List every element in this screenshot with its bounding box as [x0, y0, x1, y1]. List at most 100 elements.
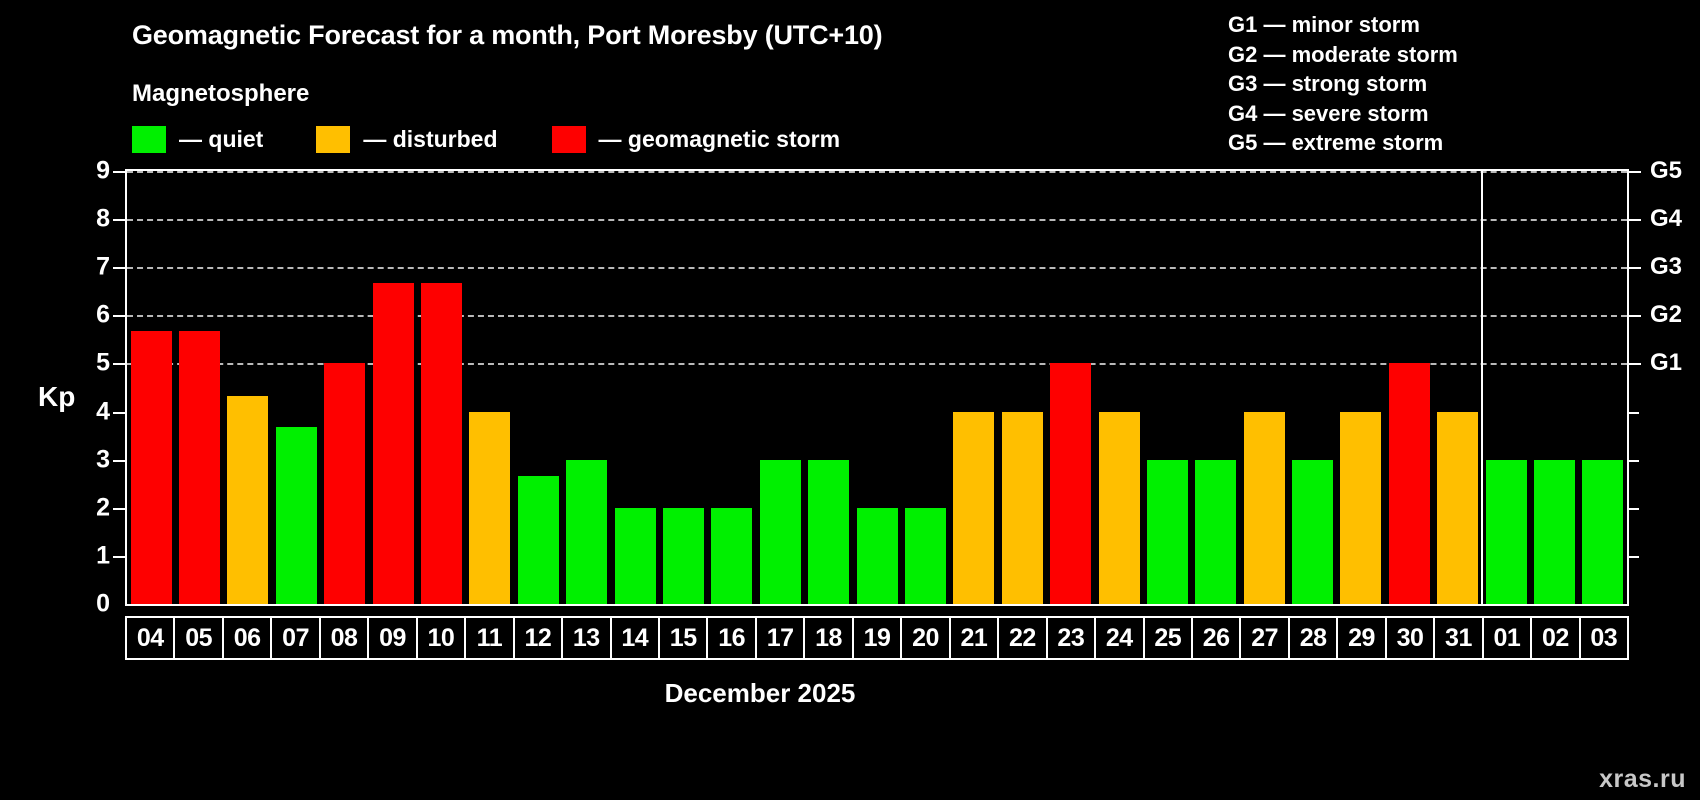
day-label-cell[interactable]: 22	[997, 616, 1048, 660]
day-label-cell[interactable]: 20	[900, 616, 951, 660]
bar-cell[interactable]	[756, 171, 804, 604]
bar-cell[interactable]	[1288, 171, 1336, 604]
bar-day-06[interactable]	[227, 395, 269, 604]
bar-cell[interactable]	[1434, 171, 1482, 604]
day-label-cell[interactable]: 14	[609, 616, 660, 660]
g-axis-minor-tick-4	[1629, 411, 1639, 414]
bar-day-24[interactable]	[1098, 411, 1140, 604]
day-label-cell[interactable]: 07	[270, 616, 321, 660]
bar-day-21[interactable]	[953, 411, 995, 604]
bar-cell[interactable]	[611, 171, 659, 604]
bar-day-05[interactable]	[179, 331, 221, 604]
bar-day-27[interactable]	[1243, 411, 1285, 604]
bar-cell[interactable]	[659, 171, 707, 604]
bar-cell[interactable]	[1143, 171, 1191, 604]
bar-cell[interactable]	[1579, 171, 1627, 604]
y-tick-mark-8	[113, 219, 125, 222]
bar-day-25[interactable]	[1146, 459, 1188, 604]
day-label-cell[interactable]: 02	[1530, 616, 1581, 660]
bar-day-26[interactable]	[1195, 459, 1237, 604]
bar-cell[interactable]	[514, 171, 562, 604]
day-label-cell[interactable]: 30	[1384, 616, 1436, 660]
bar-day-09[interactable]	[372, 283, 414, 604]
bar-day-30[interactable]	[1388, 363, 1430, 604]
bar-day-22[interactable]	[1001, 411, 1043, 604]
day-label-cell[interactable]: 29	[1336, 616, 1387, 660]
bar-cell[interactable]	[321, 171, 369, 604]
day-label-cell[interactable]: 11	[464, 616, 515, 660]
day-label-cell[interactable]: 08	[318, 616, 370, 660]
day-label-cell[interactable]: 09	[367, 616, 418, 660]
day-label-cell[interactable]: 15	[657, 616, 709, 660]
bar-cell[interactable]	[224, 171, 272, 604]
bar-day-08[interactable]	[324, 363, 366, 604]
day-label-cell[interactable]: 27	[1239, 616, 1290, 660]
bar-cell[interactable]	[175, 171, 223, 604]
bar-day-15[interactable]	[662, 507, 704, 604]
bar-day-04[interactable]	[130, 331, 172, 604]
bar-cell[interactable]	[1095, 171, 1143, 604]
bar-cell[interactable]	[1192, 171, 1240, 604]
bar-cell[interactable]	[369, 171, 417, 604]
day-label-cell[interactable]: 25	[1142, 616, 1193, 660]
bar-cell[interactable]	[708, 171, 756, 604]
day-label-cell[interactable]: 24	[1094, 616, 1145, 660]
bar-cell[interactable]	[950, 171, 998, 604]
bar-cell[interactable]	[1385, 171, 1433, 604]
day-label-cell[interactable]: 26	[1190, 616, 1242, 660]
bar-day-28[interactable]	[1292, 459, 1334, 604]
bar-cell[interactable]	[853, 171, 901, 604]
bar-day-01[interactable]	[1485, 459, 1527, 604]
bar-day-19[interactable]	[856, 507, 898, 604]
day-label-22: 22	[1008, 623, 1036, 652]
bar-cell[interactable]	[1482, 171, 1530, 604]
day-label-cell[interactable]: 13	[561, 616, 612, 660]
bar-day-31[interactable]	[1437, 411, 1479, 604]
bar-cell[interactable]	[901, 171, 949, 604]
bar-day-17[interactable]	[759, 459, 801, 604]
bar-cell[interactable]	[804, 171, 852, 604]
day-label-cell[interactable]: 19	[851, 616, 903, 660]
bar-day-12[interactable]	[517, 475, 559, 604]
bar-cell[interactable]	[1530, 171, 1578, 604]
day-label-cell[interactable]: 31	[1433, 616, 1484, 660]
bar-cell[interactable]	[998, 171, 1046, 604]
day-label-cell[interactable]: 16	[706, 616, 757, 660]
bar-day-20[interactable]	[904, 507, 946, 604]
bar-cell[interactable]	[1337, 171, 1385, 604]
bar-cell[interactable]	[563, 171, 611, 604]
bar-day-18[interactable]	[808, 459, 850, 604]
day-label-cell[interactable]: 28	[1287, 616, 1339, 660]
bar-day-11[interactable]	[469, 411, 511, 604]
day-label-07: 07	[282, 623, 309, 652]
day-label-cell[interactable]: 05	[173, 616, 224, 660]
day-label-cell[interactable]: 23	[1045, 616, 1097, 660]
bar-day-29[interactable]	[1340, 411, 1382, 604]
bar-cell[interactable]	[417, 171, 465, 604]
day-label-cell[interactable]: 06	[221, 616, 273, 660]
day-label-cell[interactable]: 03	[1578, 616, 1630, 660]
day-label-cell[interactable]: 04	[125, 616, 176, 660]
bar-day-14[interactable]	[614, 507, 656, 604]
day-label-27: 27	[1251, 623, 1279, 652]
y-tick-label-6: 6	[96, 300, 110, 329]
g-tick-mark-G3	[1629, 267, 1641, 270]
day-label-cell[interactable]: 10	[415, 616, 467, 660]
bar-day-10[interactable]	[421, 283, 463, 604]
bar-day-13[interactable]	[566, 459, 608, 604]
bar-cell[interactable]	[1046, 171, 1094, 604]
day-label-cell[interactable]: 12	[512, 616, 564, 660]
day-label-cell[interactable]: 01	[1481, 616, 1533, 660]
bar-day-16[interactable]	[711, 507, 753, 604]
bar-cell[interactable]	[466, 171, 514, 604]
bar-day-03[interactable]	[1582, 459, 1624, 604]
day-label-cell[interactable]: 17	[754, 616, 806, 660]
bar-cell[interactable]	[272, 171, 320, 604]
bar-day-23[interactable]	[1050, 363, 1092, 604]
bar-cell[interactable]	[127, 171, 175, 604]
day-label-cell[interactable]: 21	[948, 616, 1000, 660]
day-label-cell[interactable]: 18	[803, 616, 854, 660]
bar-cell[interactable]	[1240, 171, 1288, 604]
bar-day-02[interactable]	[1534, 459, 1576, 604]
bar-day-07[interactable]	[275, 427, 317, 604]
